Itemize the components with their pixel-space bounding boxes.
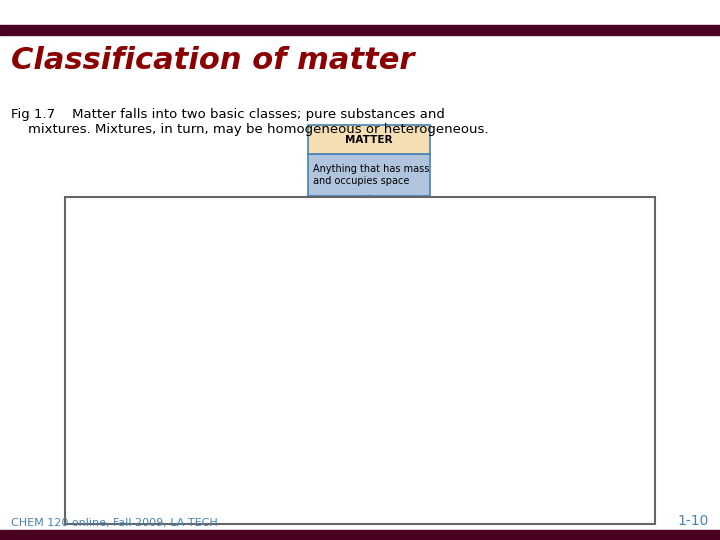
- Text: Classification of matter: Classification of matter: [11, 46, 414, 75]
- FancyBboxPatch shape: [450, 341, 572, 370]
- Text: Anything that has mass
and occupies space: Anything that has mass and occupies spac…: [313, 164, 430, 186]
- Text: Only one substance
present: Only one substance present: [157, 268, 254, 290]
- Text: Physical combination of
two or more substances: Physical combination of two or more subs…: [386, 268, 503, 290]
- FancyBboxPatch shape: [380, 258, 503, 300]
- FancyBboxPatch shape: [450, 370, 572, 412]
- Text: HETEROGENEOUS
MIXTURE: HETEROGENEOUS MIXTURE: [459, 345, 563, 367]
- FancyBboxPatch shape: [307, 125, 431, 154]
- Text: MIXTURE: MIXTURE: [415, 239, 468, 248]
- Text: MATTER: MATTER: [346, 134, 392, 145]
- FancyBboxPatch shape: [380, 229, 503, 258]
- FancyBboxPatch shape: [151, 258, 274, 300]
- Text: One visible phase: One visible phase: [277, 386, 364, 396]
- Text: Two or more visible
phases: Two or more visible phases: [456, 380, 549, 402]
- Text: PURE SUBSTANCE: PURE SUBSTANCE: [161, 239, 265, 248]
- FancyBboxPatch shape: [271, 341, 394, 370]
- FancyBboxPatch shape: [307, 154, 431, 196]
- Text: HOMOGENEOUS
MIXTURE: HOMOGENEOUS MIXTURE: [287, 345, 379, 367]
- Text: Fig 1.7    Matter falls into two basic classes; pure substances and
    mixtures: Fig 1.7 Matter falls into two basic clas…: [11, 108, 488, 136]
- FancyBboxPatch shape: [271, 370, 394, 412]
- FancyBboxPatch shape: [151, 229, 274, 258]
- Text: 1-10: 1-10: [678, 514, 709, 528]
- Text: CHEM 120 online, Fall 2009, LA TECH: CHEM 120 online, Fall 2009, LA TECH: [11, 518, 217, 528]
